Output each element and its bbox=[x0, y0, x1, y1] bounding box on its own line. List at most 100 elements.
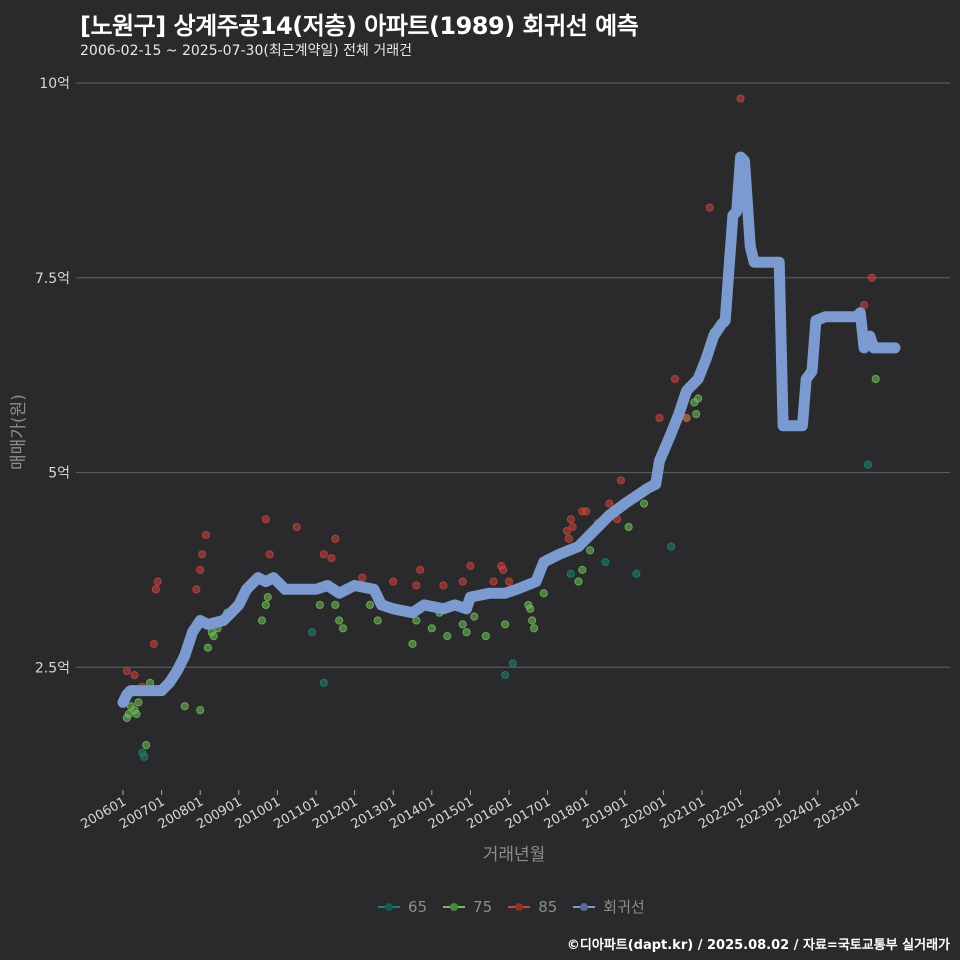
data-point-85 bbox=[412, 581, 421, 590]
legend-item-85[interactable]: 85 bbox=[508, 898, 557, 916]
data-point-65 bbox=[508, 659, 517, 668]
data-point-75 bbox=[501, 620, 510, 629]
data-point-65 bbox=[601, 557, 610, 567]
data-point-75 bbox=[365, 600, 375, 610]
data-point-75 bbox=[142, 741, 151, 750]
data-point-65 bbox=[501, 670, 510, 680]
data-point-85 bbox=[616, 476, 626, 485]
data-point-75 bbox=[694, 394, 703, 403]
data-point-75 bbox=[871, 374, 880, 384]
data-point-75 bbox=[470, 612, 479, 621]
data-point-85 bbox=[292, 522, 301, 532]
data-point-85 bbox=[564, 534, 573, 543]
legend-item-regression[interactable]: 회귀선 bbox=[573, 896, 645, 917]
data-point-85 bbox=[655, 413, 664, 423]
data-point-85 bbox=[605, 499, 614, 508]
data-point-65 bbox=[140, 752, 149, 761]
data-point-75 bbox=[203, 643, 213, 652]
data-point-85 bbox=[568, 522, 577, 532]
data-point-85 bbox=[566, 515, 575, 524]
x-axis-ticks: 2006012007012008012009012010012011012012… bbox=[79, 790, 862, 832]
data-point-75 bbox=[132, 709, 141, 719]
x-axis-label: 거래년월 bbox=[482, 845, 546, 865]
y-tick-label: 7.5억 bbox=[35, 271, 70, 287]
data-point-75 bbox=[134, 698, 143, 707]
data-point-75 bbox=[209, 631, 218, 641]
data-point-65 bbox=[566, 569, 575, 578]
data-point-75 bbox=[585, 546, 595, 555]
data-point-75 bbox=[261, 600, 270, 610]
data-point-85 bbox=[562, 526, 572, 536]
data-point-85 bbox=[670, 374, 680, 384]
data-point-85 bbox=[582, 507, 591, 516]
data-point-85 bbox=[389, 577, 398, 586]
data-point-85 bbox=[130, 670, 139, 680]
data-point-85 bbox=[705, 203, 714, 212]
y-tick-label: 2.5억 bbox=[35, 660, 70, 676]
data-point-75 bbox=[529, 624, 539, 633]
data-point-75 bbox=[263, 593, 272, 602]
data-point-85 bbox=[122, 667, 131, 676]
data-point-75 bbox=[640, 499, 649, 508]
chart-title: [노원구] 상계주공14(저층) 아파트(1989) 회귀선 예측 bbox=[80, 12, 639, 40]
data-point-65 bbox=[319, 678, 328, 687]
data-point-85 bbox=[860, 300, 869, 310]
data-point-85 bbox=[499, 565, 508, 574]
y-axis-label: 매매가(원) bbox=[9, 394, 29, 470]
data-point-85 bbox=[466, 561, 475, 571]
data-point-85 bbox=[489, 577, 498, 586]
data-point-85 bbox=[736, 94, 745, 103]
data-point-65 bbox=[308, 628, 317, 637]
data-point-75 bbox=[692, 409, 701, 419]
legend: 65 75 85 회귀선 bbox=[378, 896, 651, 917]
regression-line bbox=[117, 151, 901, 708]
legend-key-icon bbox=[573, 905, 596, 908]
data-point-85 bbox=[192, 585, 201, 594]
data-point-85 bbox=[201, 530, 211, 539]
data-point-75 bbox=[481, 631, 490, 641]
y-tick-label: 10억 bbox=[39, 76, 70, 92]
legend-key-icon bbox=[508, 905, 531, 908]
data-point-75 bbox=[373, 616, 382, 625]
data-point-75 bbox=[124, 709, 133, 719]
data-point-75 bbox=[526, 604, 535, 613]
legend-item-75[interactable]: 75 bbox=[443, 898, 492, 916]
data-point-75 bbox=[412, 616, 421, 625]
data-point-75 bbox=[624, 522, 633, 532]
data-point-75 bbox=[257, 616, 267, 625]
chart-subtitle: 2006-02-15 ~ 2025-07-30(최근계약일) 전체 거래건 bbox=[80, 43, 412, 59]
data-point-75 bbox=[443, 631, 452, 641]
data-point-75 bbox=[427, 624, 436, 633]
data-point-85 bbox=[153, 577, 162, 586]
data-point-75 bbox=[462, 628, 471, 637]
legend-key-icon bbox=[443, 905, 466, 908]
data-point-85 bbox=[198, 550, 207, 559]
legend-key-icon bbox=[378, 905, 400, 908]
data-point-85 bbox=[151, 585, 160, 594]
source-caption: ©디아파트(dapt.kr) / 2025.08.02 / 자료=국토교통부 실… bbox=[566, 938, 950, 953]
data-point-75 bbox=[315, 600, 324, 610]
data-point-65 bbox=[632, 569, 641, 578]
data-point-75 bbox=[574, 577, 583, 586]
data-point-85 bbox=[265, 550, 274, 559]
data-point-85 bbox=[504, 577, 514, 586]
data-point-85 bbox=[319, 550, 328, 559]
data-point-85 bbox=[149, 639, 158, 648]
data-point-85 bbox=[261, 515, 270, 524]
data-point-75 bbox=[458, 620, 467, 629]
data-point-85 bbox=[331, 534, 340, 543]
data-point-75 bbox=[408, 639, 417, 648]
data-point-85 bbox=[458, 577, 467, 586]
data-point-75 bbox=[578, 565, 587, 574]
y-axis-ticks: 2.5억 5억 7.5억 10억 bbox=[35, 76, 70, 676]
data-point-85 bbox=[358, 573, 367, 582]
legend-item-65[interactable]: 65 bbox=[378, 898, 427, 916]
data-point-75 bbox=[338, 624, 348, 633]
gridlines bbox=[76, 82, 950, 668]
data-point-75 bbox=[539, 589, 548, 598]
data-point-65 bbox=[863, 460, 873, 469]
y-tick-label: 5억 bbox=[48, 466, 70, 482]
data-point-85 bbox=[867, 273, 876, 282]
data-point-75 bbox=[331, 600, 340, 610]
